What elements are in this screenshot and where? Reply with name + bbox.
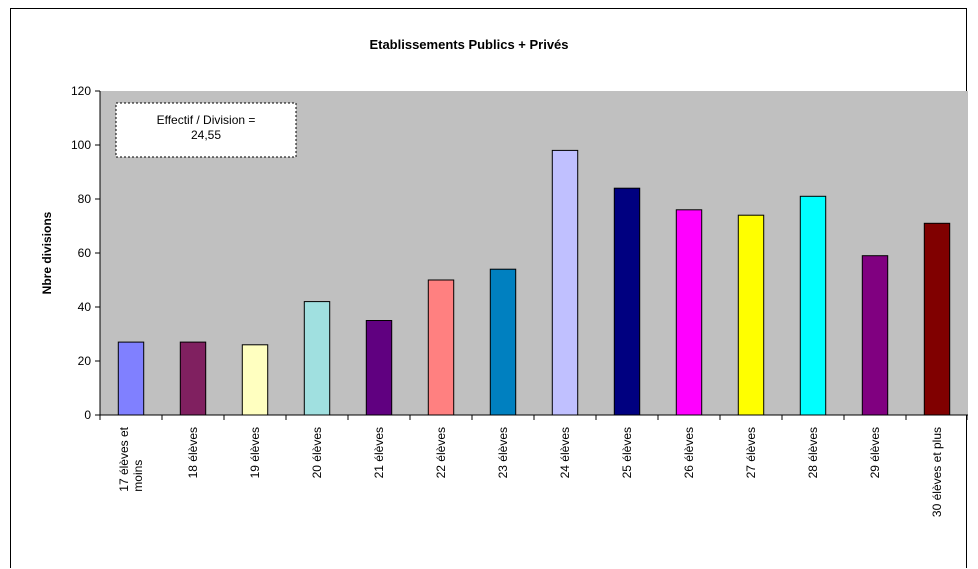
x-category-label: 29 élèves [868,427,882,478]
plot-area: 0 20 40 60 80 100 120 Nbre divisions 17 élèves e… [40,84,968,517]
x-category-label: 28 élèves [806,427,820,478]
x-category-label: 18 élèves [186,427,200,478]
x-category-label-line: 24 élèves [558,427,572,478]
chart-area: Etablissements Publics + Privés 0 20 40 60 8… [10,8,968,568]
bar [613,187,641,416]
x-category-label-line: 17 élèves et [117,426,131,491]
annotation-box [115,102,297,158]
bar [675,209,703,416]
x-category-label: 26 élèves [682,427,696,478]
x-category-label: 19 élèves [248,427,262,478]
y-tick-label: 0 [84,408,91,422]
x-category-label: 30 élèves et plus [930,427,944,517]
x-category-label: 22 élèves [434,427,448,478]
annotation-text: Effectif / Division = [157,113,256,127]
bar-chart: Etablissements Publics + Privés 0 20 40 60 8… [40,37,968,517]
x-category-label: 24 élèves [558,427,572,478]
x-category-label: 25 élèves [620,427,634,478]
x-category-label-line: 29 élèves [868,427,882,478]
bar [427,279,455,416]
x-category-label-line: 26 élèves [682,427,696,478]
y-tick-label: 60 [78,246,92,260]
y-tick-label: 120 [71,84,91,98]
x-category-label: 27 élèves [744,427,758,478]
bar [241,344,269,416]
x-category-label-line: moins [131,460,145,492]
bar [489,268,517,416]
x-category-label-line: 21 élèves [372,427,386,478]
x-category-label-line: 25 élèves [620,427,634,478]
x-category-label-line: 23 élèves [496,427,510,478]
x-category-label: 21 élèves [372,427,386,478]
x-category-label-line: 20 élèves [310,427,324,478]
x-category-label-line: 28 élèves [806,427,820,478]
bar [799,195,827,416]
bar [365,320,393,416]
y-tick-label: 20 [78,354,92,368]
bar [923,222,951,416]
y-tick-label: 80 [78,192,92,206]
bar [179,341,207,416]
chart-title: Etablissements Publics + Privés [369,37,568,52]
bar [861,255,889,416]
x-category-label-line: 27 élèves [744,427,758,478]
x-category-label: 17 élèves etmoins [117,426,145,491]
x-category-label-line: 22 élèves [434,427,448,478]
bar [117,341,145,416]
bar [737,214,765,416]
x-category-label: 23 élèves [496,427,510,478]
bar [551,149,579,416]
x-category-label-line: 30 élèves et plus [930,427,944,517]
x-category-label: 20 élèves [310,427,324,478]
y-axis-label: Nbre divisions [40,211,54,294]
bar [303,301,331,416]
x-category-label-line: 19 élèves [248,427,262,478]
y-tick-label: 100 [71,138,91,152]
annotation-text: 24,55 [191,128,221,142]
x-category-label-line: 18 élèves [186,427,200,478]
y-tick-label: 40 [78,300,92,314]
